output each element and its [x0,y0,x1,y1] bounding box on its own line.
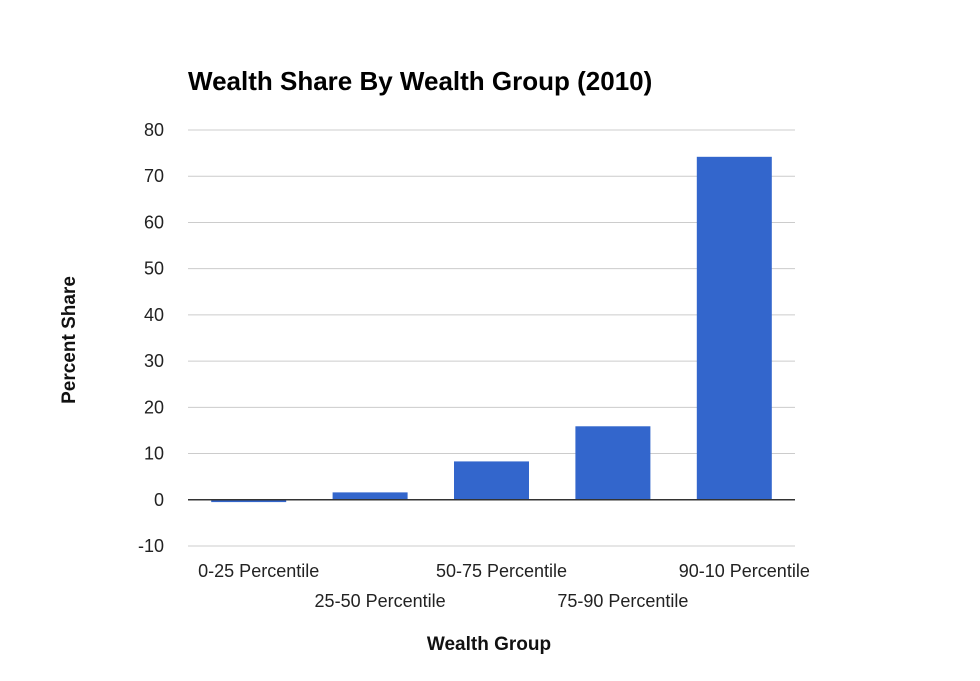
bar [332,492,408,500]
x-tick-label: 90-10 Percentile [679,561,810,581]
gridlines [188,129,795,547]
y-tick-label: 70 [144,166,164,186]
x-tick-label: 25-50 Percentile [315,591,446,611]
x-tick-label: 50-75 Percentile [436,561,567,581]
y-tick-label: 30 [144,351,164,371]
bar [575,426,651,500]
x-tick-label: 75-90 Percentile [557,591,688,611]
y-tick-label: 10 [144,444,164,464]
y-tick-label: 40 [144,305,164,325]
bar [211,499,287,503]
y-axis-title: Percent Share [59,276,80,404]
y-tick-label: -10 [138,536,164,556]
bar [454,461,529,500]
bar [696,156,772,500]
y-axis-ticks: -10 0 10 20 30 40 50 60 70 80 [138,120,164,556]
x-axis-labels: 0-25 Percentile 25-50 Percentile 50-75 Per… [198,561,810,611]
y-tick-label: 60 [144,212,164,232]
chart-title: Wealth Share By Wealth Group (2010) [188,66,652,96]
y-tick-label: 80 [144,120,164,140]
x-tick-label: 0-25 Percentile [198,561,319,581]
bars [211,156,772,503]
y-tick-label: 0 [154,490,164,510]
y-tick-label: 50 [144,259,164,279]
y-tick-label: 20 [144,397,164,417]
x-axis-title: Wealth Group [427,634,551,655]
